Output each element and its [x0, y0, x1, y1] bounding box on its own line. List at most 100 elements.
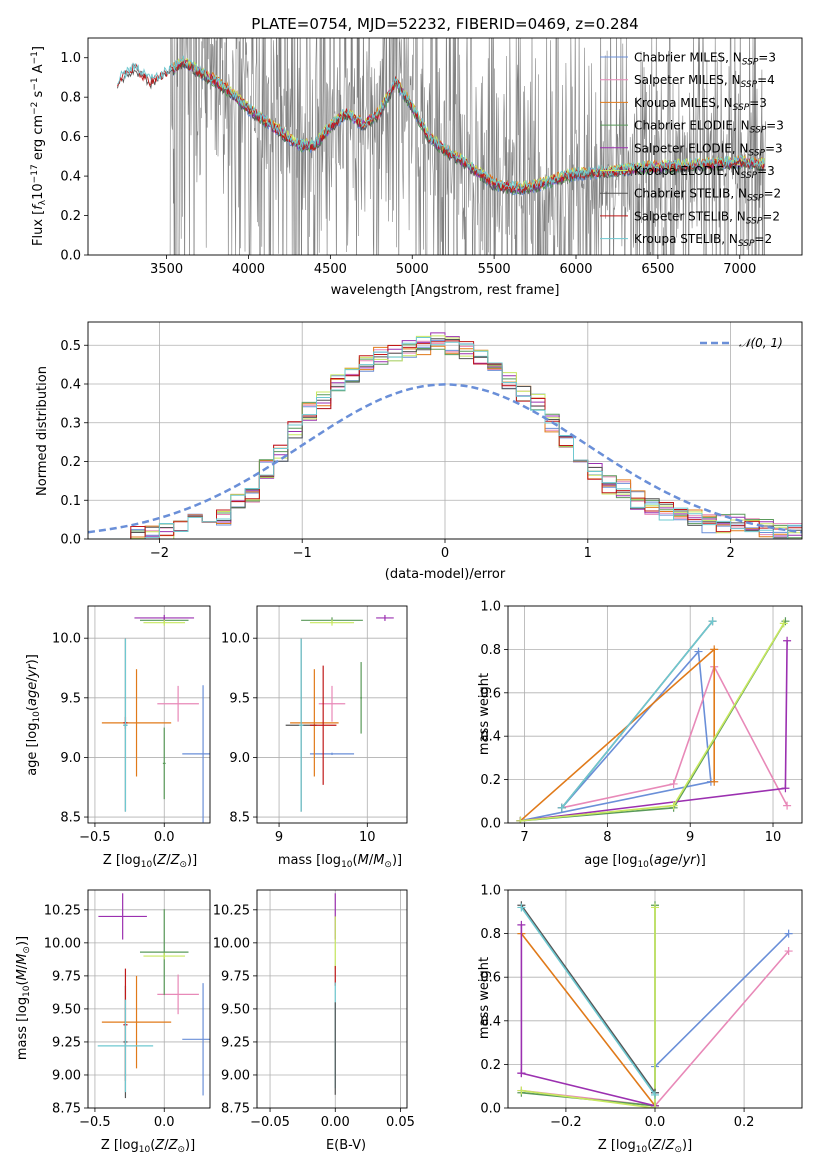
mass-weight-marker: [708, 617, 717, 626]
x-tick-label: −1: [293, 546, 312, 561]
histogram-step-line: [88, 339, 802, 539]
mass-weight-marker: [694, 647, 703, 656]
mass-weight-marker: [784, 947, 793, 956]
y-tick-label: 8.75: [221, 1102, 250, 1117]
mass-weight-marker: [669, 779, 678, 788]
y-tick-label: 0.0: [480, 817, 501, 832]
x-tick-label: 0.05: [386, 1115, 415, 1130]
plot-area: [88, 332, 802, 539]
spectrum-panel: PLATE=0754, MJD=52232, FIBERID=0469, z=0…: [30, 15, 803, 298]
y-tick-label: 8.75: [52, 1102, 81, 1117]
y-axis-label: Flux [fλ10−17 erg cm−2 s−1 A−1]: [30, 46, 48, 246]
y-tick-label: 0.4: [480, 730, 501, 745]
axes-frame: [87, 889, 211, 1109]
y-tick-label: 1.0: [60, 51, 81, 66]
mass-weight-marker: [651, 903, 659, 912]
y-tick-label: 0.8: [480, 927, 501, 942]
y-axis-label: mass [log10(M/M⊙)]: [15, 936, 32, 1060]
y-tick-label: 0.5: [60, 339, 81, 354]
x-tick-label: 6500: [641, 262, 674, 277]
histogram-step-line: [88, 344, 802, 539]
y-axis-label: mass weight: [477, 673, 492, 755]
axes-frame: [87, 321, 803, 540]
y-tick-label: 0.8: [480, 643, 501, 658]
y-tick-label: 1.0: [480, 600, 501, 615]
x-tick-label: 0.00: [321, 1115, 350, 1130]
x-axis-label: age [log10(age/yr)]: [584, 853, 706, 870]
y-tick-label: 0.0: [60, 249, 81, 264]
ebv-vs-mass-panel: −0.05 0.00 0.05 8.75 9.00 9.25 9.50 9.75 10.00 10…: [213, 889, 415, 1153]
y-tick-label: 0.2: [480, 773, 501, 788]
mass-weight-marker: [710, 777, 719, 786]
z-vs-massweight-panel: −0.2 0.0 0.2 0.0 0.2 0.4 0.6 0.8 1.0 Z [log10(Z/…: [477, 884, 803, 1155]
mass-weight-marker: [557, 803, 566, 812]
legend-label: 𝒩(0, 1): [739, 336, 783, 350]
y-tick-label: 10.0: [221, 632, 250, 647]
x-tick-label: 6000: [559, 262, 592, 277]
legend-label: Kroupa STELIB, NSSP=2: [634, 232, 772, 249]
y-tick-label: 9.5: [60, 691, 81, 706]
y-tick-label: 9.50: [52, 1002, 81, 1017]
legend-label: Salpeter ELODIE, NSSP=3: [634, 141, 783, 158]
age-vs-massweight-panel: 7 8 9 10 0.0 0.2 0.4 0.6 0.8 1.0 age [log10(age/y…: [477, 600, 803, 870]
mass-weight-line: [521, 907, 656, 1108]
mass-weight-marker: [516, 816, 525, 823]
mass-weight-line: [561, 664, 788, 809]
axes-frame: [256, 889, 408, 1109]
mass-weight-marker: [783, 801, 792, 810]
plot-area: [517, 901, 793, 1108]
mass-weight-marker: [779, 619, 788, 628]
y-tick-label: 0.1: [60, 494, 81, 509]
y-axis-label: age [log10(age/yr)]: [25, 654, 42, 776]
y-tick-label: 10.25: [44, 903, 81, 918]
mass-weight-line: [520, 933, 656, 1107]
x-tick-label: 1: [584, 546, 592, 561]
mass-weight-line: [520, 904, 656, 1094]
y-tick-label: 9.75: [52, 969, 81, 984]
legend-label: Chabrier ELODIE, NSSP=3: [634, 119, 784, 136]
y-tick-label: 0.0: [60, 533, 81, 548]
mass-vs-age-panel: 9 10 8.5 9.0 9.5 10.0 mass [log10(M/M⊙)]: [221, 605, 408, 870]
y-tick-label: 0.6: [60, 130, 81, 145]
histogram-step-line: [88, 335, 802, 539]
mass-weight-marker: [784, 929, 793, 938]
mass-weight-line: [654, 933, 790, 1093]
plot-area: [117, 38, 767, 255]
mass-weight-marker: [783, 636, 792, 645]
y-tick-label: 0.6: [480, 971, 501, 986]
y-tick-label: 0.2: [480, 1058, 501, 1073]
y-tick-label: 10.25: [213, 903, 250, 918]
y-axis-label: mass weight: [477, 957, 492, 1039]
x-tick-label: −2: [150, 546, 169, 561]
residual-histogram-panel: −2 −1 0 1 2 0.0 0.1 0.2 0.3 0.4 0.5 (data-model)/e…: [35, 321, 803, 582]
x-axis-label: (data-model)/error: [385, 567, 506, 582]
y-tick-label: 9.0: [229, 751, 250, 766]
gaussian-curve: [88, 383, 802, 534]
y-tick-label: 0.6: [480, 686, 501, 701]
legend-label: Kroupa MILES, NSSP=3: [634, 96, 767, 113]
x-tick-label: 0.0: [154, 1115, 175, 1130]
x-tick-label: 5500: [478, 262, 511, 277]
y-tick-label: 8.5: [229, 811, 250, 826]
x-tick-label: 7000: [723, 262, 756, 277]
model-spectrum-line: [117, 55, 765, 192]
legend-label: Salpeter STELIB, NSSP=2: [634, 209, 780, 226]
y-tick-label: 9.75: [221, 969, 250, 984]
mass-weight-marker: [517, 1069, 526, 1078]
x-axis-label: wavelength [Angstrom, rest frame]: [331, 283, 560, 298]
mass-weight-marker: [517, 1086, 526, 1095]
mass-weight-marker: [710, 645, 719, 654]
y-tick-label: 10.00: [213, 936, 250, 951]
z-vs-age-panel: −0.5 0.0 8.5 9.0 9.5 10.0 Z [log10(Z/Z⊙)] age…: [25, 605, 211, 870]
legend-label: Salpeter MILES, NSSP=4: [634, 73, 775, 90]
histogram-step-line: [88, 340, 802, 539]
mass-weight-marker: [669, 801, 678, 810]
x-tick-label: 4000: [232, 262, 265, 277]
x-tick-label: −0.05: [250, 1115, 290, 1130]
x-axis-label: Z [log10(Z/Z⊙)]: [101, 1138, 195, 1155]
x-tick-label: 8: [603, 830, 611, 845]
y-tick-label: 1.0: [480, 884, 501, 899]
x-tick-label: −0.2: [550, 1115, 582, 1130]
mass-weight-line: [520, 649, 712, 822]
